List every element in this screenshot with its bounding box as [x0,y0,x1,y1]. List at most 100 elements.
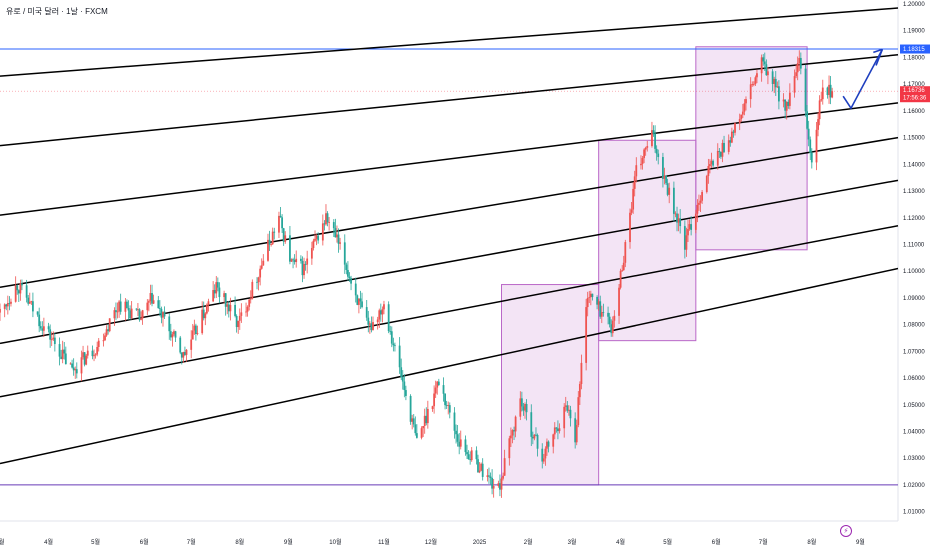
candle-body-160 [350,278,352,284]
candle-body-357 [784,99,787,111]
candle-body-105 [229,304,232,312]
candle-body-137 [301,260,304,276]
candle-body-264 [578,384,581,398]
candle-body-120 [262,260,265,266]
candle-body-250 [547,441,550,447]
candle-body-258 [566,405,569,411]
time-tick-13: 4월 [616,538,625,546]
candle-body-48 [105,329,108,336]
candle-body-212 [466,452,468,455]
candle-body-13 [28,301,31,304]
candle-body-290 [635,165,638,177]
candle-body-141 [310,248,313,259]
candle-body-90 [196,333,199,335]
candle-body-356 [782,99,785,102]
candle-body-165 [361,301,363,308]
candle-body-167 [367,317,370,325]
candle-body-113 [248,299,251,307]
price-tick-18: 1.02000 [903,483,925,489]
candle-body-301 [662,157,664,179]
candle-body-204 [447,405,450,406]
candle-body-246 [541,448,544,462]
candle-body-138 [303,263,305,276]
candle-body-172 [378,310,381,320]
candle-body-42 [93,355,95,357]
candle-body-196 [431,406,434,409]
candle-body-185 [405,390,407,396]
candle-body-237 [520,398,523,407]
candle-body-213 [467,454,470,460]
candle-body-342 [751,84,754,85]
candle-body-0 [0,308,1,313]
candle-body-353 [774,78,777,88]
candle-body-39 [85,355,88,365]
price-tick-19: 1.01000 [903,510,925,516]
candle-body-260 [569,409,572,419]
candle-body-190 [415,433,418,438]
candle-body-363 [796,63,799,73]
candle-body-309 [677,218,680,223]
candle-body-229 [502,475,504,479]
price-tick-11: 1.09000 [903,296,925,302]
resistance-price-label: 1.18315 [903,47,925,53]
candle-body-329 [721,142,724,157]
candle-body-312 [685,235,688,250]
candle-body-84 [184,352,186,355]
price-tick-10: 1.10000 [903,269,925,275]
candle-body-9 [19,283,22,294]
candle-body-40 [86,350,89,356]
current-price-tag: 1.16736 17:56:36 [900,86,930,103]
candle-body-352 [773,78,776,84]
candle-body-110 [240,312,243,316]
candle-body-254 [557,428,559,432]
candle-body-256 [563,406,566,429]
candle-body-174 [381,309,384,315]
candle-body-115 [251,281,254,299]
candle-body-12 [27,297,30,304]
candle-body-142 [312,240,315,249]
candle-body-238 [522,406,525,411]
candle-body-4 [8,303,11,304]
candle-body-271 [596,297,598,305]
channel-line-2 [0,54,899,147]
candle-body-233 [511,430,514,436]
lightning-icon[interactable]: ⚡ [840,525,852,537]
candle-body-112 [246,306,249,312]
candle-body-318 [698,202,700,205]
candle-body-133 [292,259,294,261]
candle-body-334 [732,131,735,133]
price-axis: 1.20000 1.19000 1.18000 1.17000 1.16000 1.150… [903,2,925,516]
time-tick-17: 8월 [807,538,816,546]
candle-body-202 [444,393,446,406]
candle-body-64 [140,318,142,320]
candle-body-193 [423,415,426,427]
candle-body-298 [654,133,656,149]
candle-body-245 [536,435,539,449]
candle-body-180 [394,345,396,347]
candle-body-304 [666,183,669,195]
candle-body-51 [113,310,116,319]
candle-body-30 [64,353,67,365]
candle-body-63 [138,309,141,320]
forecast-arrowhead-left [873,48,883,54]
candle-body-257 [564,405,567,407]
candle-body-292 [641,158,644,164]
candle-body-322 [707,166,710,177]
candle-body-191 [420,428,423,438]
candle-body-88 [193,325,196,331]
candle-body-107 [235,315,238,328]
candle-body-57 [126,301,128,309]
candle-body-217 [477,459,479,473]
candle-body-313 [687,229,689,236]
candle-body-162 [356,295,359,305]
candle-body-203 [445,405,448,406]
candle-body-370 [810,152,813,163]
candle-body-262 [575,425,578,443]
candle-body-28 [61,349,64,360]
candle-body-211 [464,439,467,453]
candle-body-123 [270,244,273,245]
candle-body-86 [190,339,193,350]
candle-body-140 [306,258,309,265]
time-tick-7: 10월 [329,538,341,546]
